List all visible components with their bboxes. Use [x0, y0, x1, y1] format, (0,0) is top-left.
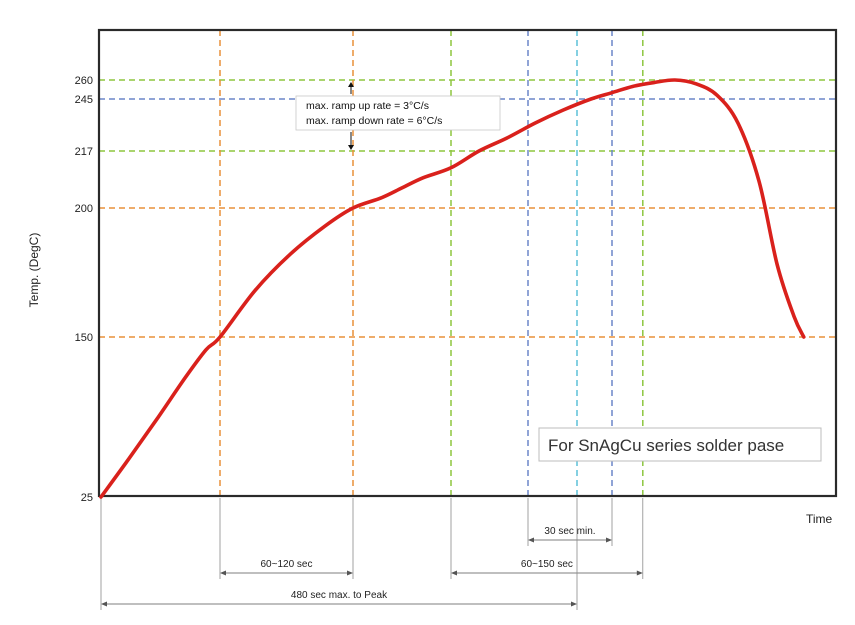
- dimension-arrow-left: [528, 537, 534, 543]
- dimension-arrow-right: [347, 570, 353, 576]
- x-axis-label: Time: [806, 512, 833, 526]
- y-tick-label-245: 245: [75, 94, 93, 106]
- y-tick-label-200: 200: [75, 203, 93, 215]
- dimension-arrow-right: [606, 537, 612, 543]
- dimension-label-0: 30 sec min.: [544, 526, 595, 537]
- dimension-label-1: 60~120 sec: [261, 559, 313, 570]
- series-layer: [99, 78, 806, 499]
- y-tick-label-217: 217: [75, 146, 93, 158]
- dimension-label-2: 60~150 sec: [521, 559, 573, 570]
- temperature-curve: [99, 78, 806, 499]
- solder-note: For SnAgCu series solder pase: [538, 427, 822, 462]
- plot-frame: [97, 28, 838, 498]
- note-text: For SnAgCu series solder pase: [548, 436, 784, 455]
- y-tick-labels: 25 150 200 217 245 260: [75, 75, 93, 504]
- annotation-line-2: max. ramp down rate = 6°C/s: [306, 115, 442, 127]
- y-tick-label-260: 260: [75, 75, 93, 87]
- dimension-arrow-right: [571, 601, 577, 607]
- dimension-lines: 30 sec min. 60~120 sec 60~150 sec 480 sec m…: [100, 498, 644, 610]
- y-tick-label-150: 150: [75, 332, 93, 344]
- note-box: [538, 427, 822, 462]
- dimension-arrow-left: [451, 570, 457, 576]
- ramp-down-arrow-head: [348, 145, 354, 150]
- annotation-box: [295, 95, 501, 131]
- dimension-arrow-left: [220, 570, 226, 576]
- annotation-line-1: max. ramp up rate = 3°C/s: [306, 100, 429, 112]
- ramp-rate-annotation: max. ramp up rate = 3°C/s max. ramp down…: [295, 82, 501, 150]
- dimension-arrow-right: [636, 570, 643, 576]
- y-axis-label: Temp. (DegC): [27, 233, 41, 308]
- ramp-up-arrow-head: [348, 82, 354, 87]
- dimension-label-3: 480 sec max. to Peak: [291, 590, 388, 601]
- dimension-arrow-left: [101, 601, 107, 607]
- vertical-reference-lines: [219, 30, 644, 496]
- y-tick-label-25: 25: [81, 492, 93, 504]
